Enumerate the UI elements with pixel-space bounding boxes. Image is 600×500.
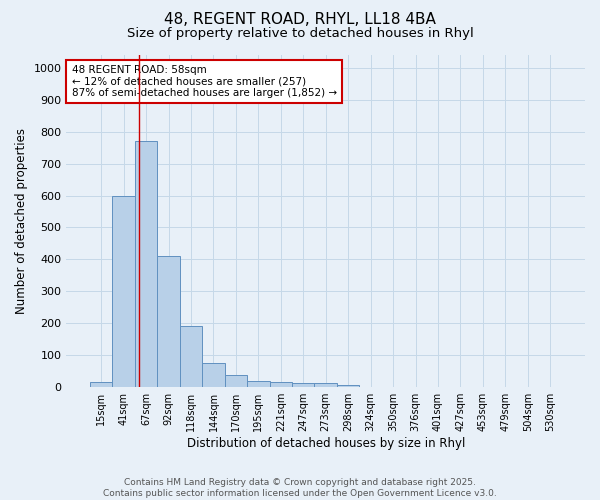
Text: 48 REGENT ROAD: 58sqm
← 12% of detached houses are smaller (257)
87% of semi-det: 48 REGENT ROAD: 58sqm ← 12% of detached …: [71, 65, 337, 98]
Bar: [157, 256, 180, 387]
Bar: [269, 382, 292, 387]
Bar: [112, 196, 135, 387]
Bar: [135, 141, 157, 387]
Bar: [292, 384, 314, 387]
Bar: [337, 385, 359, 387]
Bar: [314, 384, 337, 387]
Bar: [224, 376, 247, 387]
Bar: [247, 382, 269, 387]
Text: Contains HM Land Registry data © Crown copyright and database right 2025.
Contai: Contains HM Land Registry data © Crown c…: [103, 478, 497, 498]
Y-axis label: Number of detached properties: Number of detached properties: [15, 128, 28, 314]
Text: Size of property relative to detached houses in Rhyl: Size of property relative to detached ho…: [127, 28, 473, 40]
Bar: [90, 382, 112, 387]
Bar: [202, 364, 224, 387]
Bar: [180, 326, 202, 387]
Text: 48, REGENT ROAD, RHYL, LL18 4BA: 48, REGENT ROAD, RHYL, LL18 4BA: [164, 12, 436, 28]
X-axis label: Distribution of detached houses by size in Rhyl: Distribution of detached houses by size …: [187, 437, 465, 450]
